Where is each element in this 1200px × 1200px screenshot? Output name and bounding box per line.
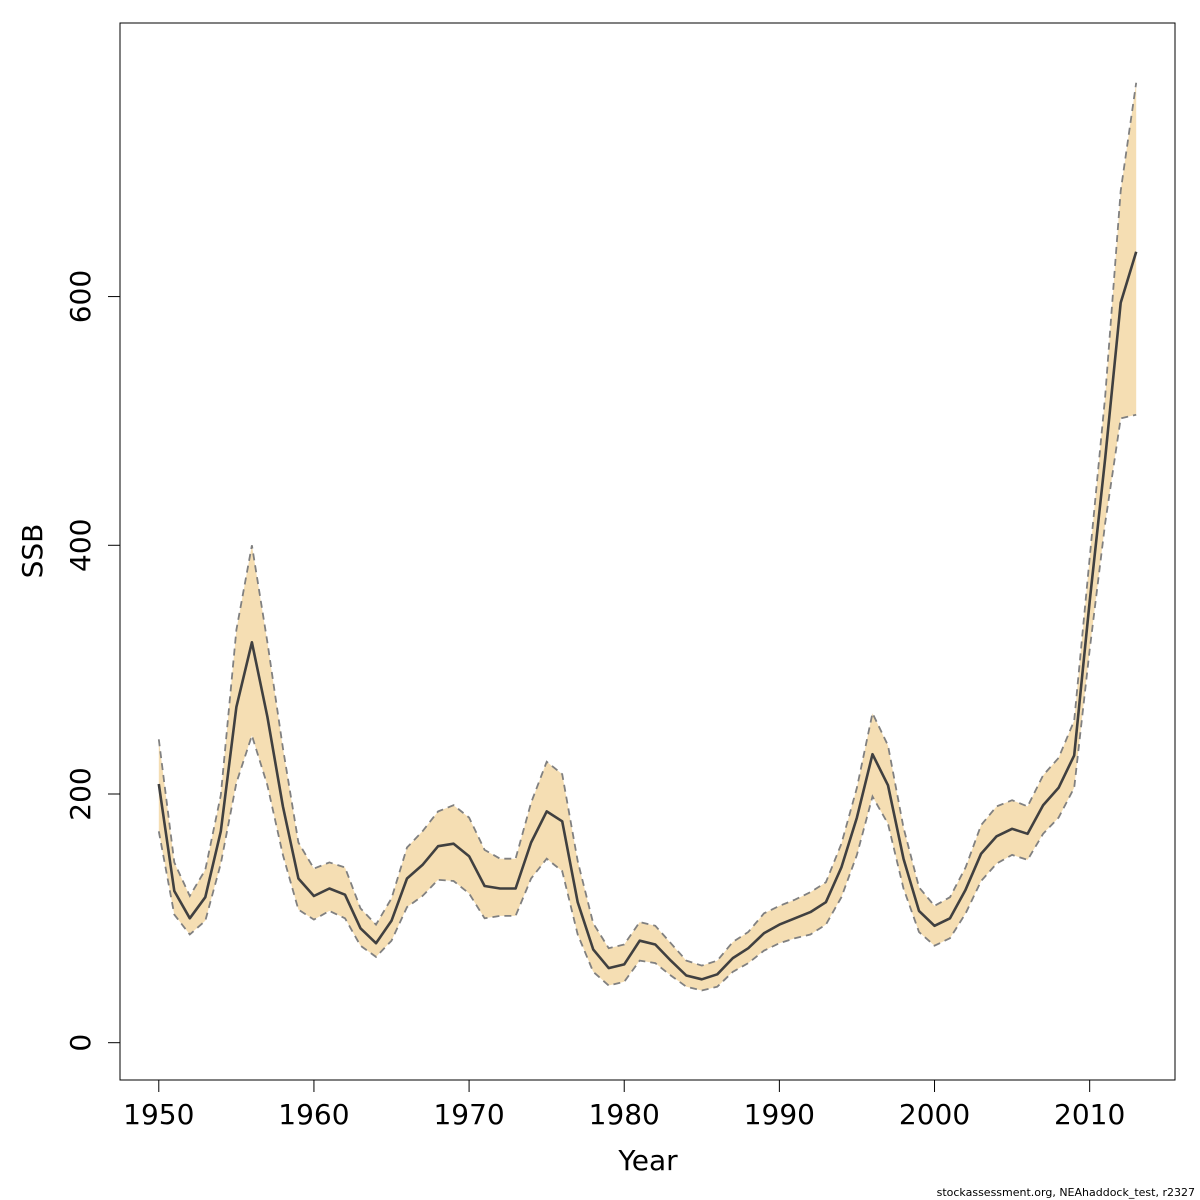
ssb-lines [157,82,1138,992]
x-tick-label: 1950 [123,1098,194,1131]
x-tick-label: 2010 [1054,1098,1125,1131]
x-tick-label: 1990 [744,1098,815,1131]
ssb-estimate-line [157,251,1138,981]
x-axis: 1950 1960 1970 1980 1990 2000 2010 [123,1079,1125,1131]
y-tick-label: 200 [64,767,97,820]
x-tick-label: 1960 [278,1098,349,1131]
x-tick-label: 2000 [899,1098,970,1131]
y-tick-label: 0 [64,1034,97,1052]
x-tick-label: 1980 [589,1098,660,1131]
footer-note: stockassessment.org, NEAhaddock_test, r2… [937,1186,1195,1199]
y-tick-label: 600 [64,270,97,323]
x-tick-label: 1970 [433,1098,504,1131]
y-axis-label: SSB [16,524,49,579]
x-axis-label: Year [617,1144,678,1177]
lower-bound-line [157,413,1137,992]
y-axis: 0 200 400 600 [64,270,121,1052]
upper-bound-line [157,82,1138,967]
y-tick-label: 400 [64,519,97,572]
